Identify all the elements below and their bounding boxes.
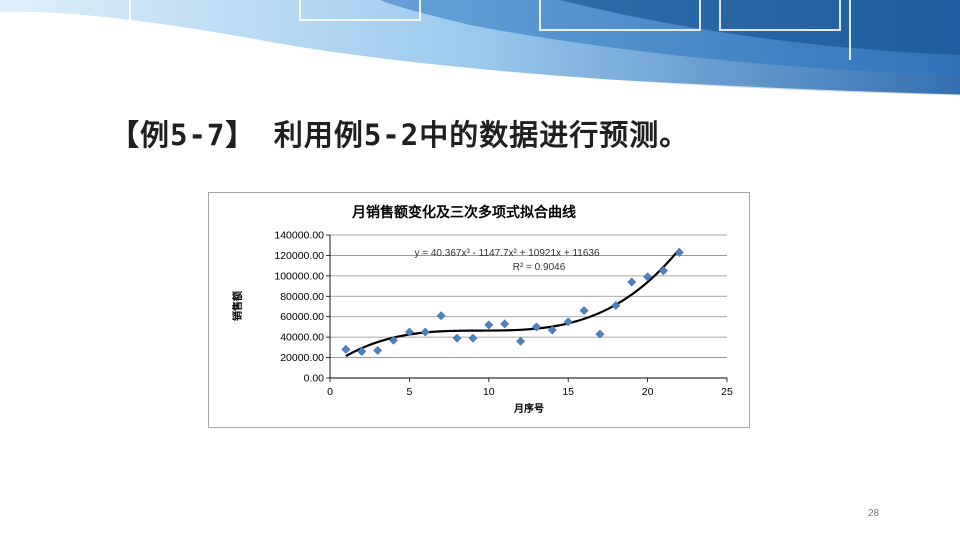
x-tick-label: 15 [562,386,574,398]
y-tick-label: 0.00 [304,373,325,385]
data-point [373,345,383,355]
data-point [420,327,430,337]
chart-title: 月销售额变化及三次多项式拟合曲线 [351,204,576,221]
data-point [595,329,605,339]
data-point [357,346,367,356]
data-point [436,311,446,321]
data-point [611,300,621,311]
x-axis-label: 月序号 [513,402,544,415]
x-tick-label: 10 [483,386,495,398]
x-tick-label: 5 [406,386,412,398]
data-point [341,344,351,354]
trendline-equation: y = 40.367x³ - 1147.7x² + 10921x + 11636 [414,248,599,259]
x-tick-label: 0 [327,386,333,398]
data-point [404,327,414,337]
data-point [516,336,526,346]
data-point [484,320,494,330]
data-points [341,247,684,356]
data-point [547,325,557,335]
r-squared-label: R² = 0.9046 [513,262,566,273]
header-banner [0,0,960,98]
data-point [643,272,653,282]
y-tick-label: 40000.00 [280,332,324,344]
trendline-curve [345,248,681,358]
y-tick-label: 80000.00 [280,291,324,303]
data-point [579,306,589,316]
y-tick-label: 60000.00 [280,311,324,323]
data-point [563,317,573,327]
y-tick-label: 20000.00 [280,352,324,364]
scatter-chart: 月销售额变化及三次多项式拟合曲线 0.00 20000.00 40000.00 600… [231,204,733,415]
y-tick-label: 100000.00 [274,270,324,282]
data-point [627,277,637,287]
data-point [468,333,478,343]
data-point [531,322,541,332]
data-point [500,319,510,329]
data-point [388,335,399,345]
data-point [658,266,669,276]
y-axis-label: 销售额 [231,291,244,321]
data-point [674,247,684,257]
chart-container: 月销售额变化及三次多项式拟合曲线 0.00 20000.00 40000.00 600… [208,192,750,428]
data-point [452,333,462,343]
x-tick-label: 20 [642,386,654,398]
slide-title: 【例5-7】 利用例5-2中的数据进行预测。 [110,118,690,152]
x-tick-label: 25 [721,386,733,398]
y-tick-label: 140000.00 [274,230,324,242]
trendline [345,248,681,358]
page-number: 28 [868,508,880,519]
axes: 0.00 20000.00 40000.00 60000.00 80000.00 1000… [274,230,733,399]
y-tick-label: 120000.00 [274,250,324,262]
